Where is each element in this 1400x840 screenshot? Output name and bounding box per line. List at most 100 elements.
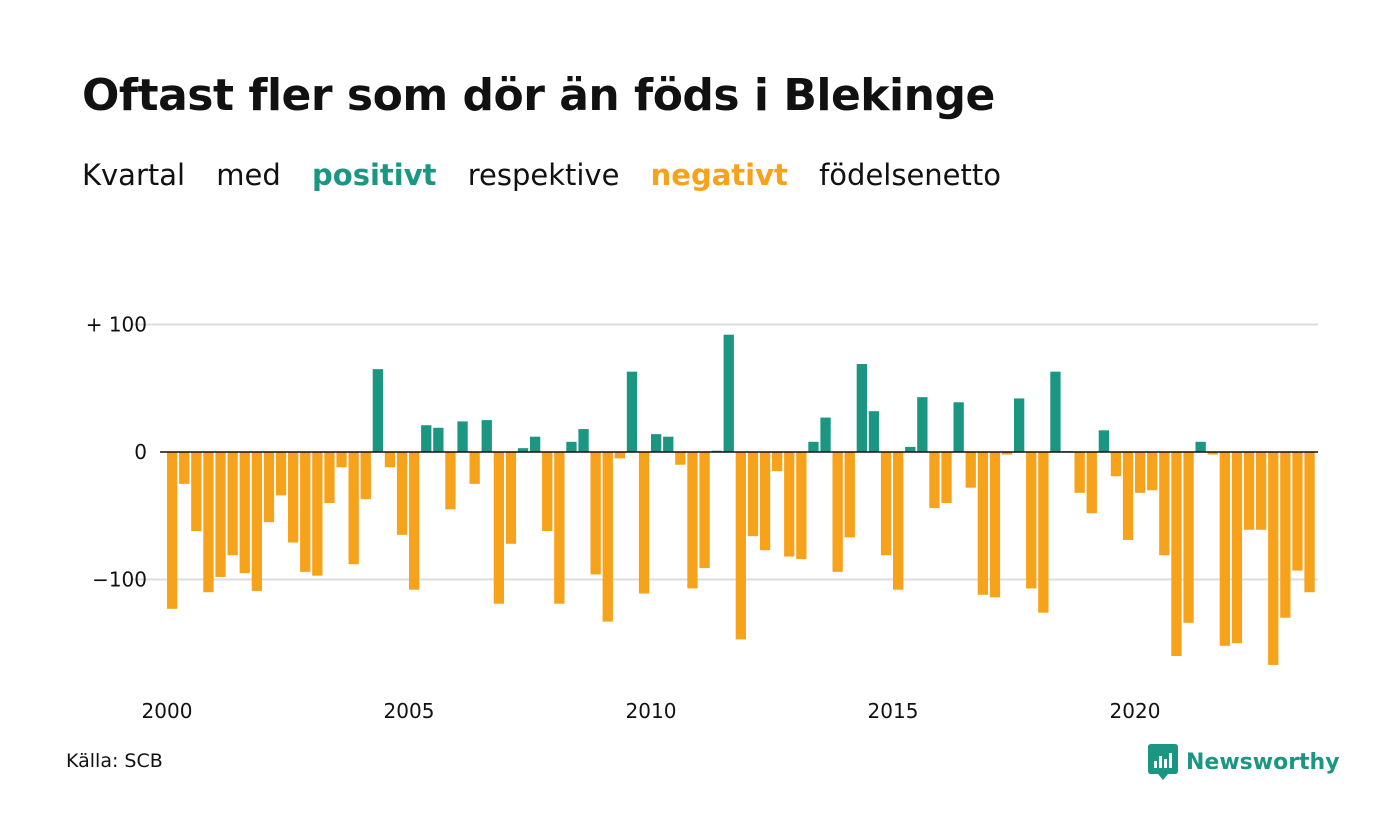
bar [554,452,565,604]
bar [288,452,299,543]
bar [832,452,843,572]
x-tick-label: 2015 [868,699,919,723]
bar [893,452,904,590]
bar [1122,452,1134,540]
bar [917,397,928,452]
bar [409,452,420,590]
bar [1050,371,1061,452]
bar [1159,452,1170,556]
bar [1195,441,1206,452]
bar [457,421,468,452]
bar [880,452,892,556]
bar [227,452,238,556]
subtitle-word-respektive: respektive [467,158,620,192]
subtitle-negative-word: negativt [650,158,788,192]
bar [481,420,492,452]
bar [808,441,819,452]
y-tick-label: −100 [92,568,147,592]
bar [396,452,408,535]
y-axis-labels: + 100 0 −100 [86,313,147,592]
bar [251,452,262,591]
bar [772,452,783,472]
bar [493,452,504,604]
bar [905,446,916,452]
bar [542,452,553,532]
bar [215,452,226,577]
bar [1026,452,1037,589]
x-tick-label: 2010 [626,699,677,723]
bar [663,436,674,452]
bar [469,452,480,484]
bar [699,452,710,569]
bar [820,417,831,452]
y-tick-label: + 100 [86,313,147,337]
brand-logo: Newsworthy [1148,744,1340,780]
bar [167,452,178,609]
bar [1171,452,1182,656]
bar [578,429,589,452]
newsworthy-logo-icon [1148,744,1178,780]
bar [675,452,686,465]
bar [1304,452,1315,593]
bar [530,436,541,452]
bar [1001,452,1013,455]
subtitle-word-kvartal: Kvartal [82,158,186,192]
y-tick-label: 0 [134,440,147,464]
gridlines [132,323,1318,581]
bar [1231,452,1243,644]
bar [421,425,432,452]
bar [1098,430,1109,452]
bar [989,452,1001,598]
x-tick-label: 2000 [142,699,193,723]
source-label: Källa: SCB [66,750,163,772]
x-tick-label: 2005 [384,699,435,723]
bar [1207,452,1218,455]
bar [614,452,625,459]
bar [191,452,202,532]
bar [1268,452,1279,665]
bar [505,452,517,544]
subtitle-positive-word: positivt [312,158,437,192]
bar [784,452,795,557]
bar [796,452,807,560]
bar [263,452,275,523]
bar [384,452,396,468]
bar [723,334,734,452]
brand-name: Newsworthy [1186,749,1340,775]
bar [1292,452,1303,571]
bar [965,452,976,488]
bar [517,448,529,452]
bar [1147,452,1158,491]
bar [1183,452,1194,623]
bar [360,452,371,500]
bar [1110,452,1122,477]
bar [1074,452,1085,493]
bar [868,411,880,452]
bar [651,434,662,452]
bar [566,441,577,452]
bar [324,452,335,503]
bar [977,452,988,595]
bar [1086,452,1097,514]
bar [275,452,287,496]
bar [856,364,867,452]
bar [638,452,650,594]
bar [312,452,323,576]
bar [445,452,456,510]
bar [953,402,964,452]
bar [1243,452,1255,530]
bar [735,452,746,640]
bar [203,452,214,593]
chart-title: Oftast fler som dör än föds i Blekinge [82,70,995,121]
bar [1038,452,1049,613]
subtitle-word-med: med [216,158,281,192]
bar [348,452,359,565]
x-tick-label: 2020 [1110,699,1161,723]
bar [929,452,940,509]
bar [590,452,601,575]
bar [759,452,771,551]
bar [941,452,952,503]
bar [1135,452,1146,493]
bar [747,452,759,537]
